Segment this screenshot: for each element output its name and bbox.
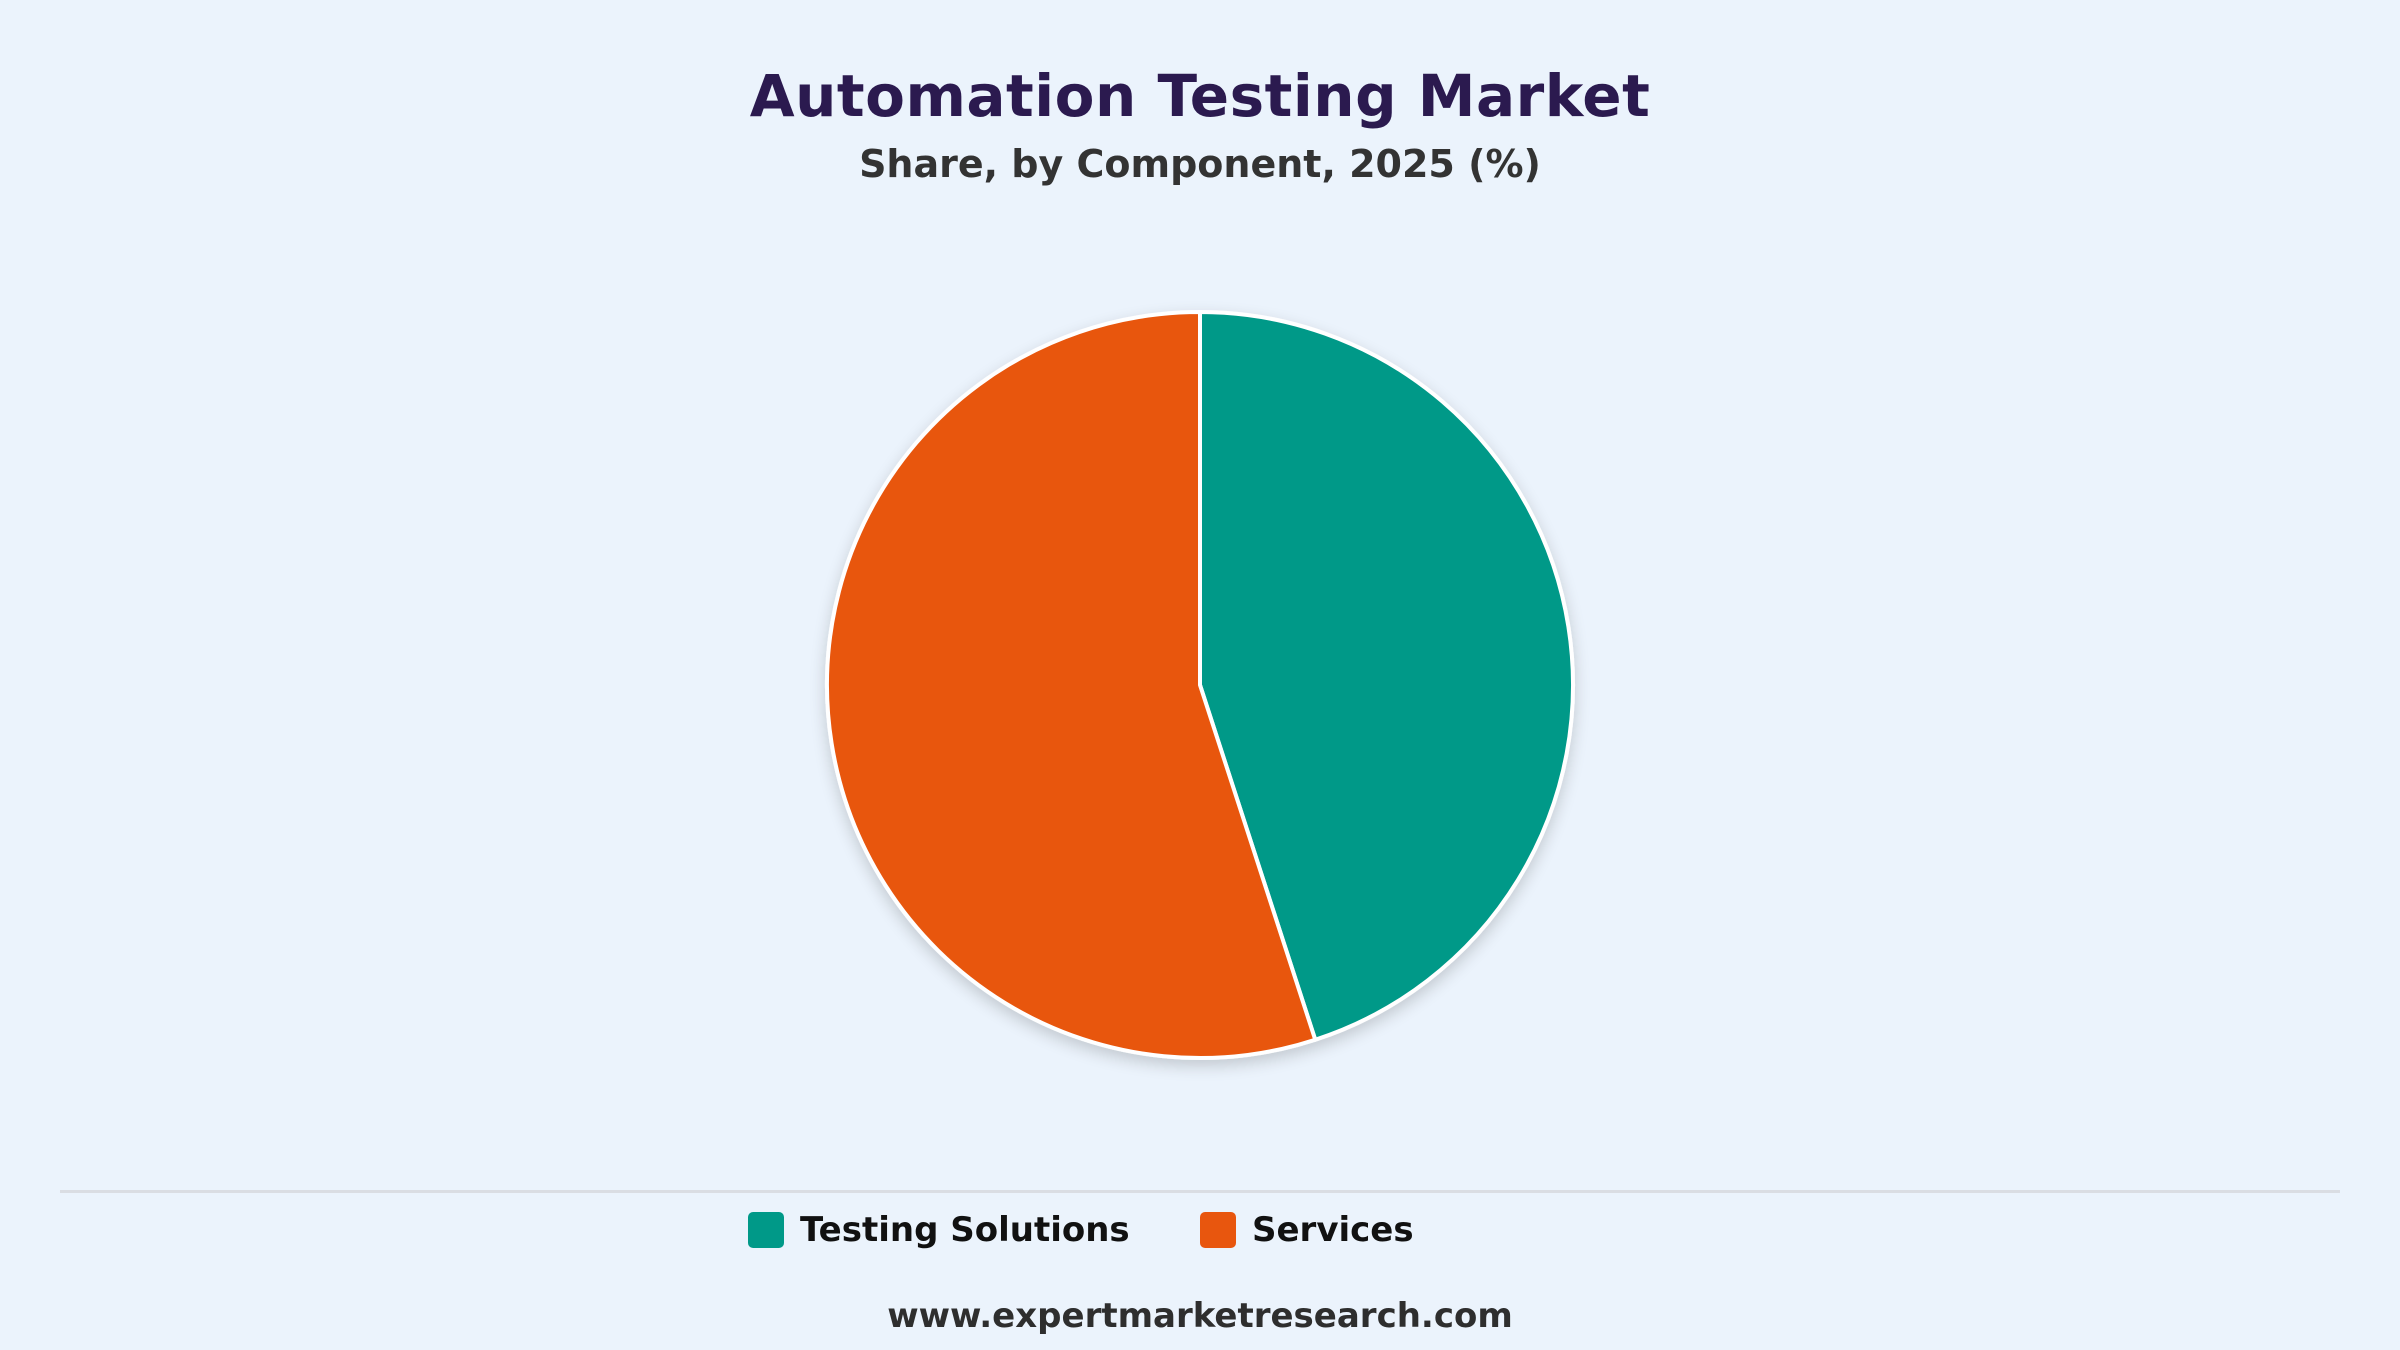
legend-swatch-testing-solutions — [748, 1212, 784, 1248]
chart-title: Automation Testing Market — [749, 62, 1651, 130]
legend-item-testing-solutions[interactable]: Testing Solutions — [748, 1208, 1130, 1252]
legend-label: Services — [1252, 1210, 1414, 1250]
legend: Testing Solutions Services — [0, 1208, 2400, 1252]
chart-subtitle: Share, by Component, 2025 (%) — [859, 142, 1541, 186]
pie-slice-services[interactable] — [824, 310, 1318, 1060]
legend-swatch-services — [1200, 1212, 1236, 1248]
legend-label: Testing Solutions — [800, 1210, 1130, 1250]
legend-divider — [60, 1190, 2340, 1193]
pie-slices — [824, 310, 1575, 1060]
legend-item-services[interactable]: Services — [1200, 1208, 1414, 1252]
source-url: www.expertmarketresearch.com — [887, 1296, 1513, 1336]
pie-slice-testing-solutions[interactable] — [1198, 310, 1575, 1042]
